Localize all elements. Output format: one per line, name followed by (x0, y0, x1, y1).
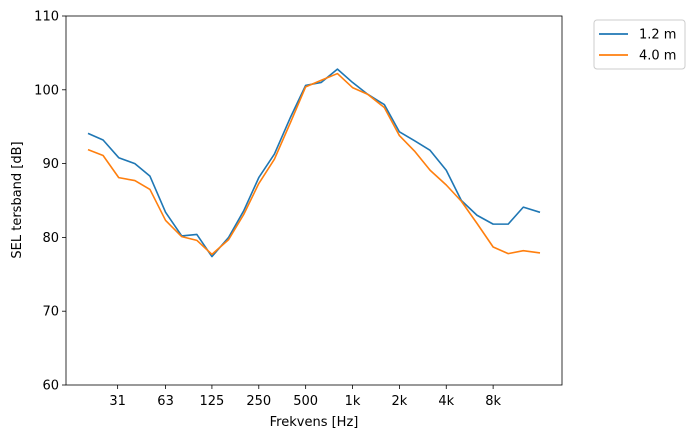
x-axis-label: Frekvens [Hz] (270, 415, 359, 430)
y-tick-label: 110 (34, 10, 59, 25)
legend-label-1: 1.2 m (639, 28, 676, 43)
y-tick-label: 100 (34, 83, 59, 98)
x-tick-label: 63 (157, 394, 174, 409)
plot-frame (65, 15, 563, 386)
x-tick-label: 4k (438, 394, 454, 409)
y-tick-label: 60 (42, 379, 59, 394)
y-tick-label: 70 (42, 305, 59, 320)
legend-box (593, 19, 686, 70)
x-tick-label: 2k (391, 394, 407, 409)
x-tick-label: 500 (293, 394, 318, 409)
x-tick-label: 125 (200, 394, 225, 409)
x-axis: 31 63 125 250 500 1k 2k 4k 8k (109, 385, 501, 409)
x-tick-label: 8k (485, 394, 501, 409)
series-line-2 (87, 72, 541, 256)
y-axis: 60 70 80 90 100 110 (34, 10, 66, 394)
x-tick-label: 250 (246, 394, 271, 409)
plot-lines (87, 68, 541, 258)
y-axis-label: SEL tersband [dB] (10, 141, 25, 258)
x-tick-label: 1k (345, 394, 361, 409)
y-tick-label: 80 (42, 231, 59, 246)
legend-label-2: 4.0 m (639, 49, 676, 64)
legend: 1.2 m 4.0 m (593, 19, 686, 70)
y-tick-label: 90 (42, 157, 59, 172)
series-line-1 (87, 68, 541, 258)
x-tick-label: 31 (109, 394, 126, 409)
